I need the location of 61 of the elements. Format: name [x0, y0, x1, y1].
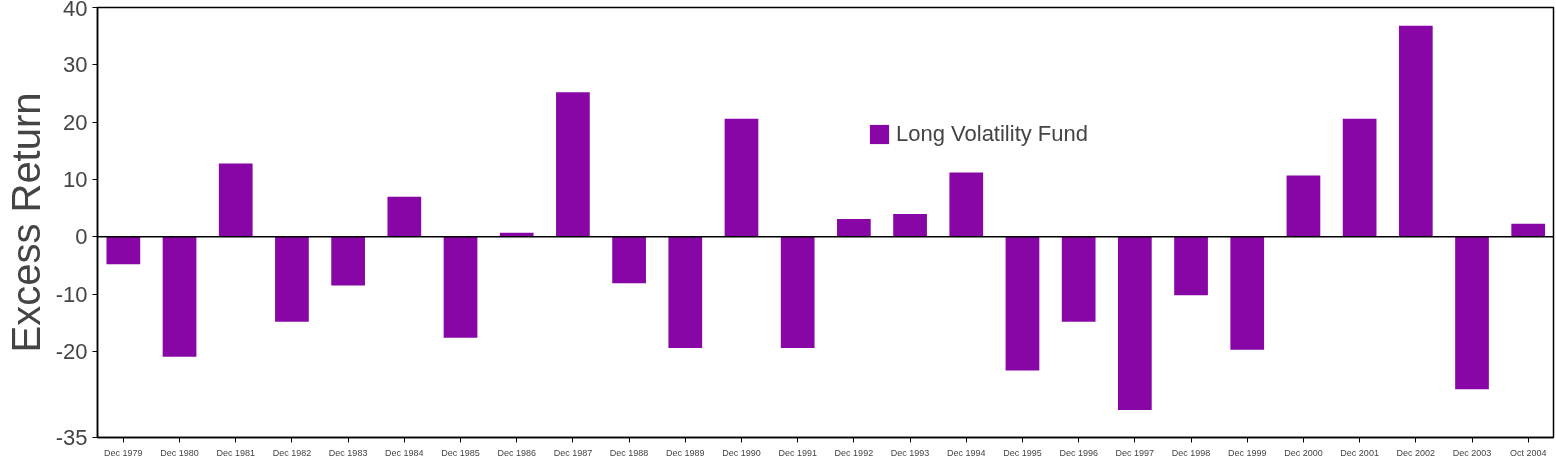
bar: [893, 213, 927, 237]
x-tick-label: Dec 1991: [778, 447, 817, 458]
x-tick-label: Dec 1983: [328, 447, 368, 458]
y-tick-label: 0: [75, 224, 88, 250]
x-tick-label: Dec 1985: [441, 447, 480, 458]
x-tick-label: Dec 1981: [216, 447, 256, 458]
bar: [1005, 236, 1040, 371]
bar: [162, 236, 197, 357]
x-tick-label: Dec 1982: [272, 447, 312, 458]
x-tick-label: Dec 1987: [553, 447, 593, 458]
x-tick-label: Dec 1994: [947, 447, 986, 458]
y-tick-label: -20: [55, 339, 88, 364]
bar: [1511, 223, 1546, 237]
y-tick-label: 40: [63, 0, 88, 21]
y-tick-label: 30: [63, 52, 88, 78]
x-tick-label: Dec 1995: [1003, 447, 1042, 458]
x-tick-label: Dec 2002: [1396, 447, 1436, 458]
bar: [218, 163, 253, 237]
x-tick-label: Dec 2000: [1284, 447, 1323, 458]
bar: [724, 118, 759, 237]
y-tick-label: 10: [63, 167, 88, 192]
bar: [1398, 25, 1433, 237]
x-tick-label: Dec 1998: [1171, 447, 1211, 458]
bar: [612, 236, 646, 284]
x-tick-label: Oct 2004: [1509, 447, 1547, 458]
x-tick-label: Dec 1997: [1115, 447, 1155, 458]
bar: [1061, 236, 1096, 322]
y-axis-title: Excess Return: [3, 92, 48, 353]
x-tick-label: Dec 1988: [609, 447, 649, 458]
bar: [1230, 236, 1265, 350]
bar: [331, 236, 365, 286]
x-tick-label: Dec 1996: [1059, 447, 1098, 458]
bar: [275, 236, 309, 322]
bar: [1286, 175, 1321, 237]
x-tick-label: Dec 1990: [722, 447, 761, 458]
bar: [780, 236, 815, 349]
legend-label: Long Volatility Fund: [896, 121, 1089, 147]
x-tick-label: Dec 1992: [834, 447, 874, 458]
y-tick-label: 20: [63, 109, 88, 135]
x-tick-label: Dec 2003: [1452, 447, 1492, 458]
x-tick-label: Dec 1999: [1227, 447, 1267, 458]
x-tick-label: Dec 1984: [385, 447, 424, 458]
bar: [106, 236, 141, 265]
x-tick-label: Dec 1980: [160, 447, 199, 458]
bar: [1117, 236, 1152, 410]
bar: [837, 219, 871, 237]
bar: [949, 172, 984, 237]
bar: [1455, 236, 1489, 390]
bar: [1342, 118, 1377, 237]
bar: [668, 236, 703, 349]
x-tick-label: Dec 1979: [104, 447, 143, 458]
y-tick-label: -10: [55, 281, 88, 307]
bar: [387, 196, 422, 237]
x-tick-label: Dec 1989: [666, 447, 705, 458]
x-tick-label: Dec 1993: [890, 447, 930, 458]
x-tick-label: Dec 2001: [1340, 447, 1379, 458]
y-tick-label: -35: [55, 425, 88, 450]
bar: [556, 92, 590, 237]
bar: [443, 236, 478, 338]
x-tick-label: Dec 1986: [497, 447, 536, 458]
bar: [1174, 236, 1208, 296]
